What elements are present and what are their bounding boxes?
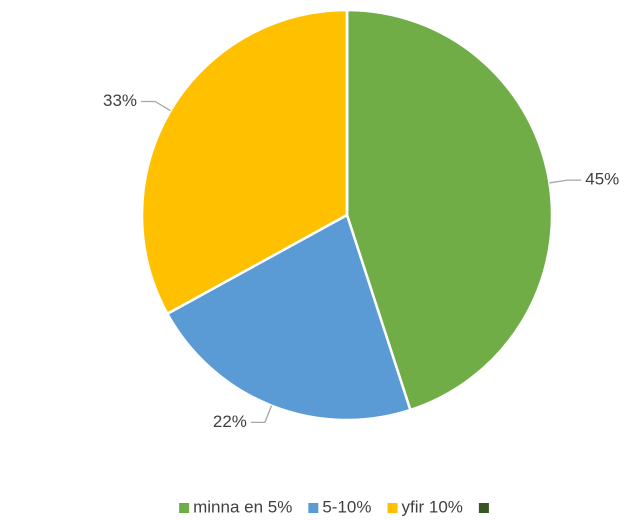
pie-slice bbox=[140, 8, 349, 316]
legend-label: yfir 10% bbox=[401, 497, 462, 516]
leader-line bbox=[141, 100, 171, 112]
pie-slice bbox=[345, 8, 554, 412]
data-label: 22% bbox=[213, 412, 247, 431]
slices bbox=[140, 8, 554, 422]
leader-line bbox=[549, 179, 582, 184]
legend-label: minna en 5% bbox=[193, 497, 292, 516]
legend-swatch bbox=[387, 503, 398, 513]
legend-label: 5-10% bbox=[322, 497, 371, 516]
legend-swatch bbox=[179, 503, 190, 513]
legend-swatch bbox=[478, 503, 489, 513]
legend-swatch bbox=[308, 503, 319, 513]
leader-line bbox=[250, 405, 273, 423]
legend: minna en 5% 5-10% yfir 10% bbox=[179, 497, 489, 516]
data-label: 33% bbox=[103, 91, 137, 110]
data-label: 45% bbox=[585, 170, 619, 189]
